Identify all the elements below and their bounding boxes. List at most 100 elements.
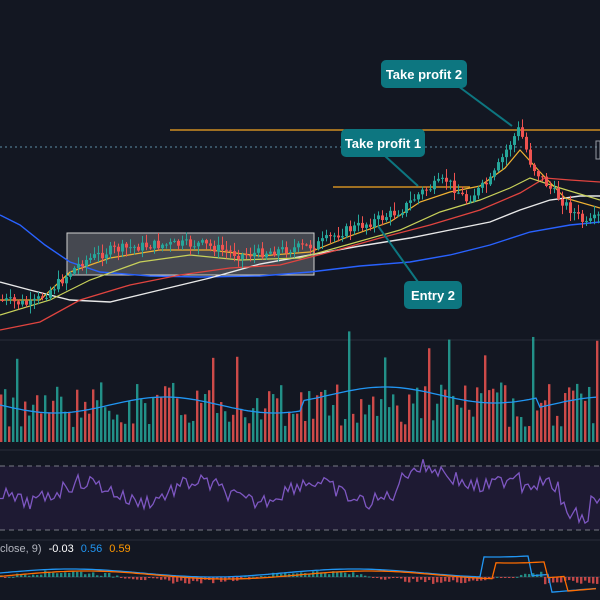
volume-bar [488,390,491,442]
macd-histogram-bar [468,577,471,582]
macd-histogram-bar [552,577,555,583]
macd-histogram-bar [56,573,59,577]
volume-bar [108,410,111,442]
candle-body [457,192,460,194]
macd-histogram-bar [96,575,99,577]
macd-histogram-bar [508,577,511,578]
volume-bar [544,400,547,442]
candle-body [105,254,108,259]
volume-bar [140,398,143,442]
macd-histogram-bar [280,573,283,577]
volume-bar [528,426,531,442]
candle-body [49,290,52,298]
volume-bar [276,398,279,442]
volume-bar [596,340,599,442]
candle-body [477,187,480,196]
volume-bar [380,399,383,442]
macd-histogram-bar [156,577,159,579]
candle-body [281,247,284,250]
candle-body [365,224,368,228]
macd-histogram-bar [308,573,311,577]
entry-2-pointer [377,225,419,283]
candle-body [81,263,84,267]
entry-2-callout[interactable]: Entry 2 [404,281,462,309]
macd-histogram-bar [352,572,355,577]
volume-bar [316,395,319,442]
candle-body [345,226,348,237]
candle-body [209,243,212,246]
volume-bar [216,413,219,442]
candle-body [501,157,504,163]
candle-body [253,252,256,257]
volume-bar [220,402,223,442]
volume-bar [568,387,571,442]
macd-histogram-bar [460,577,463,584]
candle-body [21,300,24,305]
volume-bar [320,391,323,442]
candle-body [421,189,424,195]
candle-body [437,178,440,181]
volume-bar [260,419,263,442]
volume-bar [288,411,291,442]
volume-bar [356,422,359,442]
macd-histogram-bar [524,573,527,577]
candle-body [529,149,532,165]
volume-bar [104,407,107,442]
candle-body [57,278,60,290]
macd-histogram-bar [68,572,71,577]
volume-bar [540,402,543,442]
volume-bar [240,408,243,442]
volume-bar [132,423,135,442]
volume-bar [84,401,87,442]
candle-body [409,200,412,203]
macd-histogram-bar [268,576,271,578]
macd-histogram-bar [216,577,219,580]
volume-bar [0,394,3,442]
macd-histogram-bar [496,576,499,578]
volume-bar [204,394,207,442]
macd-histogram-bar [132,577,135,580]
candle-body [93,254,96,258]
volume-bar [432,420,435,442]
candle-body [513,136,516,145]
candle-body [161,244,164,249]
volume-bar [120,422,123,442]
volume-bar [236,356,239,442]
macd-histogram-bar [264,576,267,578]
take-profit-1-callout[interactable]: Take profit 1 [341,129,425,157]
candle-body [473,195,476,202]
volume-bar [124,423,127,442]
take-profit-2-pointer [457,85,513,127]
candle-body [257,248,260,253]
candle-body [53,289,56,291]
volume-bar [32,404,35,442]
candle-body [301,243,304,245]
candle-body [289,252,292,254]
macd-histogram-bar [284,572,287,577]
macd-histogram-bar [596,577,599,584]
volume-bar [68,412,71,442]
macd-histogram-bar [228,577,231,579]
candle-body [149,247,152,249]
macd-histogram-bar [60,573,63,577]
macd-histogram-bar [128,577,131,579]
candle-body [493,170,496,177]
macd-histogram-bar [368,576,371,578]
volume-bar [160,397,163,442]
candle-body [337,235,340,238]
candle-body [233,251,236,256]
volume-bar [460,407,463,442]
take-profit-2-callout[interactable]: Take profit 2 [381,60,467,88]
macd-histogram-bar [32,574,35,577]
volume-bar [112,419,115,442]
candle-body [413,199,416,201]
macd-histogram-bar [556,577,559,583]
candle-body [573,212,576,214]
candle-body [525,136,528,150]
volume-bar [28,415,31,442]
candle-body [537,171,540,177]
macd-histogram-bar [476,577,479,582]
candle-body [561,199,564,206]
